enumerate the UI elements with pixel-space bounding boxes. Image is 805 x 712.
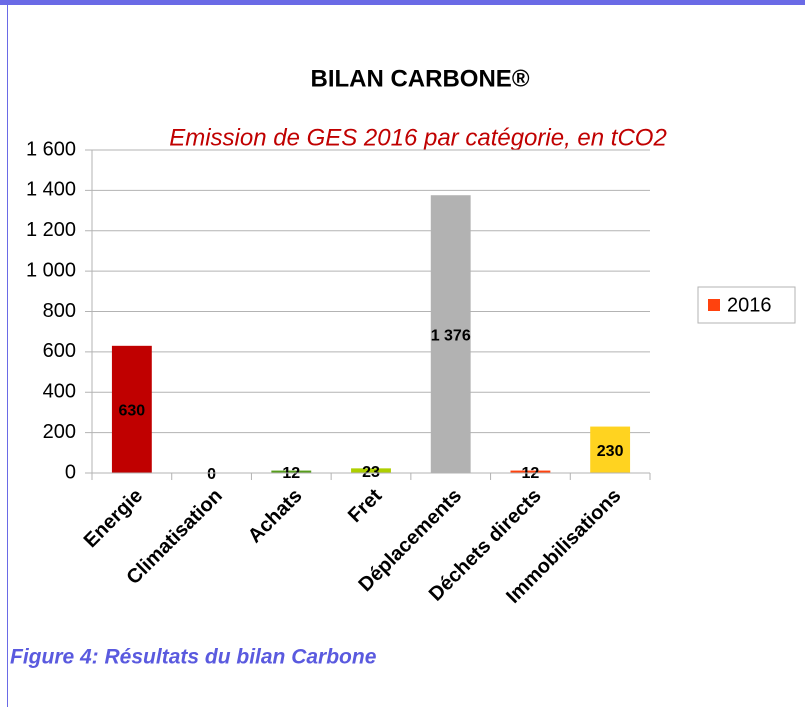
y-tick-label: 1 400 [26,179,76,201]
top-border [0,0,805,5]
value-label: 230 [597,443,624,460]
y-tick-label: 600 [43,340,76,362]
legend-swatch [708,299,720,311]
bar [590,426,631,473]
y-tick-label: 0 [65,461,76,483]
bar [111,345,152,473]
y-tick-label: 1 200 [26,219,76,241]
y-tick-label: 1 000 [26,259,76,281]
caption: Figure 4: Résultats du bilan Carbone [10,646,377,669]
bar [351,468,391,473]
bar [430,195,471,473]
value-label: 0 [207,466,216,483]
y-tick-label: 200 [43,421,76,443]
bar [510,470,551,473]
legend-label: 2016 [727,294,772,316]
x-tick-label: Achats [244,485,307,548]
y-tick-label: 1 600 [26,138,76,160]
y-tick-label: 800 [43,300,76,322]
left-border [7,5,8,707]
bar [271,470,312,473]
x-tick-label: Fret [344,484,387,527]
chart-title: BILAN CARBONE® [310,65,529,92]
x-tick-label: Energie [80,485,147,552]
value-label: 23 [362,464,380,481]
y-tick-label: 400 [43,381,76,403]
value-label: 12 [282,465,300,482]
value-label: 12 [522,465,540,482]
value-label: 1 376 [431,327,471,344]
chart-subtitle: Emission de GES 2016 par catégorie, en t… [169,124,667,151]
value-label: 630 [119,403,146,420]
